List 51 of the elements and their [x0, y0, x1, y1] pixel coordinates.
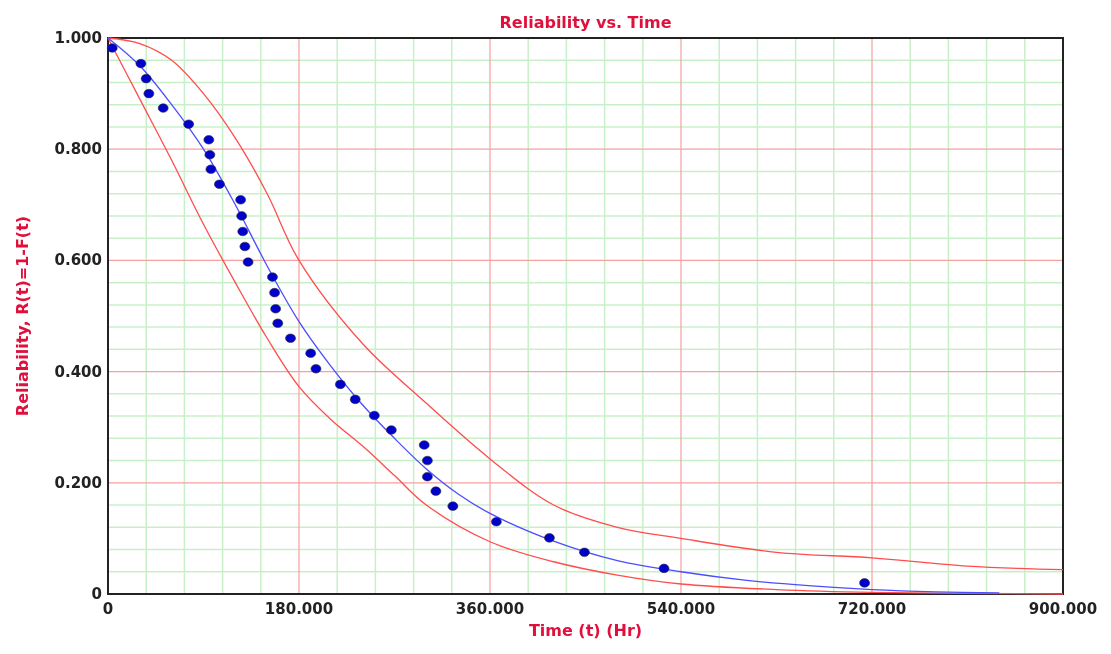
point — [236, 211, 247, 221]
point — [106, 43, 118, 53]
point — [267, 272, 278, 282]
point — [272, 318, 284, 328]
y-tick-label: 0.400 — [54, 362, 102, 381]
point — [418, 440, 430, 450]
point — [335, 379, 346, 389]
point — [579, 547, 590, 557]
y-axis-title: Reliability, R(t)=1-F(t) — [13, 215, 32, 417]
point — [237, 226, 249, 237]
point — [242, 257, 254, 267]
point — [859, 578, 870, 588]
point — [203, 135, 215, 145]
point — [135, 58, 147, 69]
point — [270, 304, 281, 314]
x-tick-label: 360.000 — [455, 600, 525, 618]
point — [447, 501, 459, 511]
x-tick-label: 900.000 — [1028, 600, 1098, 618]
point — [349, 394, 361, 404]
point — [386, 425, 397, 435]
point — [310, 364, 322, 374]
point — [658, 563, 670, 574]
point — [140, 73, 152, 84]
point — [183, 119, 194, 129]
point — [305, 348, 316, 358]
y-tick-label: 0.800 — [54, 140, 102, 159]
x-tick-label: 540.000 — [646, 600, 716, 618]
point — [422, 472, 433, 482]
x-tick-label: 0 — [102, 600, 114, 618]
point — [369, 410, 380, 421]
y-tick-label: 0 — [91, 585, 102, 603]
y-tick-label: 0.200 — [54, 473, 102, 492]
x-tick-label: 180.000 — [264, 600, 334, 618]
x-axis-title: Time (t) (Hr) — [528, 621, 643, 640]
point — [239, 241, 251, 252]
chart-title: Reliability vs. Time — [499, 13, 672, 32]
point — [422, 455, 433, 466]
x-tick-label: 720.000 — [837, 600, 907, 618]
point — [285, 333, 296, 343]
y-tick-label: 0.600 — [54, 251, 102, 270]
point — [214, 179, 225, 189]
point — [235, 195, 246, 205]
point — [544, 533, 555, 543]
point — [204, 150, 216, 160]
point — [143, 89, 155, 99]
point — [430, 486, 442, 496]
point — [491, 517, 502, 527]
point — [205, 164, 217, 174]
y-tick-label: 1.000 — [54, 29, 102, 47]
point — [269, 288, 280, 298]
point — [157, 103, 169, 113]
